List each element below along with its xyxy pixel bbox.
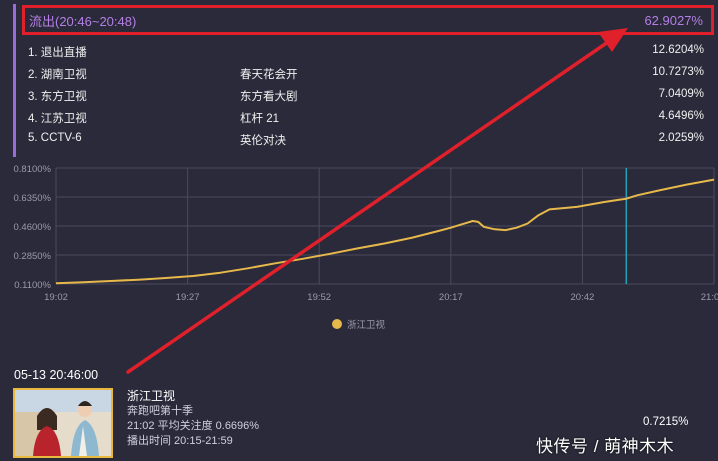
rank-list: 1. 退出直播 12.6204% 2. 湖南卫视 春天花会开 10.7273% … (28, 40, 704, 150)
x-tick-label: 19:02 (44, 292, 68, 303)
rank-label: 2. 湖南卫视 (28, 69, 87, 81)
rank-pct: 4.6496% (658, 110, 704, 122)
outflow-header: 流出(20:46~20:48) 62.9027% (22, 5, 714, 35)
x-tick-label: 19:52 (307, 292, 331, 303)
list-item[interactable]: 4. 江苏卫视 杠杆 21 4.6496% (28, 106, 704, 128)
outflow-title: 流出(20:46~20:48) (29, 13, 137, 29)
show-card[interactable]: 05-13 20:46:00 浙江卫视 奔跑吧第十季 21:02 平均关注度 0… (0, 360, 718, 461)
outflow-value: 62.9027% (644, 12, 703, 28)
legend-marker[interactable] (332, 319, 342, 329)
y-tick-label: 0.4600% (13, 222, 51, 233)
rank-pct: 12.6204% (652, 44, 704, 56)
rank-pct: 10.7273% (652, 66, 704, 78)
show-title: 奔跑吧第十季 (127, 405, 193, 417)
rank-program: 杠杆 21 (240, 113, 279, 125)
x-tick-label: 20:42 (571, 292, 595, 303)
y-tick-label: 0.6350% (13, 193, 51, 204)
x-tick-label: 21:0 (701, 292, 718, 303)
y-tick-label: 0.8100% (13, 164, 51, 175)
accent-bar (13, 4, 16, 157)
rank-label: 3. 东方卫视 (28, 91, 87, 103)
rank-program: 春天花会开 (240, 69, 298, 81)
attention-line-chart[interactable]: 0.1100% 0.2850% 0.4600% 0.6350% 0.8100% 19:02… (0, 160, 718, 340)
list-item[interactable]: 2. 湖南卫视 春天花会开 10.7273% (28, 62, 704, 84)
list-item[interactable]: 3. 东方卫视 东方看大剧 7.0409% (28, 84, 704, 106)
rank-pct: 7.0409% (658, 88, 704, 100)
x-tick-label: 20:17 (439, 292, 463, 303)
y-tick-label: 0.1100% (14, 280, 51, 291)
rank-label: 5. CCTV-6 (28, 132, 82, 144)
show-channel: 浙江卫视 (127, 389, 176, 403)
card-time: 05-13 20:46:00 (14, 368, 99, 382)
show-stat: 21:02 平均关注度 0.6696% (127, 420, 260, 432)
show-info: 浙江卫视 奔跑吧第十季 21:02 平均关注度 0.6696% 播出时间 20:… (127, 389, 259, 449)
list-item[interactable]: 1. 退出直播 12.6204% (28, 40, 704, 62)
legend-label[interactable]: 浙江卫视 (347, 319, 386, 331)
rank-program: 东方看大剧 (240, 91, 298, 103)
watermark: 快传号 / 萌神木木 (536, 437, 675, 456)
rank-pct: 2.0259% (658, 132, 704, 144)
rank-label: 4. 江苏卫视 (28, 113, 87, 125)
show-pct: 0.7215% (643, 416, 689, 428)
x-tick-label: 19:27 (176, 292, 200, 303)
list-item[interactable]: 5. CCTV-6 英伦对决 2.0259% (28, 128, 704, 150)
show-thumbnail[interactable] (13, 388, 113, 458)
y-tick-label: 0.2850% (13, 251, 51, 262)
rank-label: 1. 退出直播 (28, 47, 87, 59)
show-airtime: 播出时间 20:15-21:59 (127, 435, 233, 447)
rank-program: 英伦对决 (240, 135, 286, 147)
series-line (55, 178, 715, 285)
